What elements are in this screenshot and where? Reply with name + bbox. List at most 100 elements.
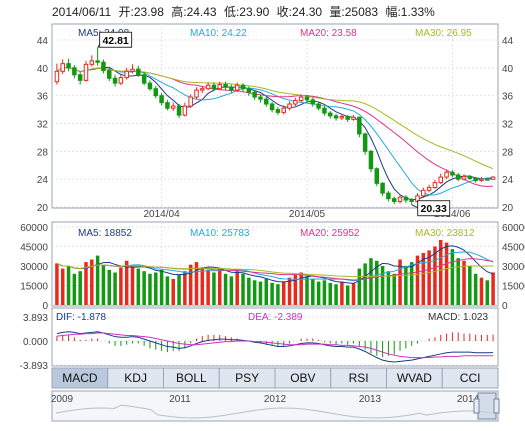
volume-bar: [462, 260, 466, 305]
price-tick-label-right: 20: [502, 203, 514, 214]
volume-bar: [409, 262, 414, 305]
volume-bar: [328, 282, 332, 305]
header-date: 2014/06/11: [52, 5, 111, 19]
volume-bar: [241, 273, 245, 305]
header-change-label: 幅:: [385, 4, 400, 19]
volume-bar: [194, 262, 199, 305]
candle-body: [432, 182, 438, 189]
tab-label: OBV: [290, 371, 315, 385]
annotation-label: 42.81: [102, 35, 128, 47]
volume-bar: [177, 275, 181, 305]
candle-body: [159, 95, 164, 104]
volume-bar: [78, 271, 82, 305]
volume-bar: [305, 276, 309, 305]
candle-body: [328, 112, 333, 117]
volume-bar: [154, 272, 158, 305]
candle-body: [473, 177, 478, 182]
candle-body: [95, 60, 100, 63]
volume-bar: [247, 277, 251, 305]
candle-body: [293, 100, 298, 105]
annotation-label: 20.33: [421, 203, 447, 215]
candle-body: [409, 199, 414, 202]
volume-bar: [136, 268, 141, 305]
macd-tick-label: -3.893: [20, 361, 49, 372]
volume-bar: [398, 259, 402, 305]
volume-bar: [334, 284, 338, 305]
candle-body: [490, 176, 496, 180]
volume-bar: [183, 271, 187, 305]
price-tick-label-right: 44: [502, 36, 514, 47]
navigator-selection[interactable]: [477, 392, 497, 420]
volume-tick-label-right: 60000: [502, 223, 525, 234]
header-close: 24.30: [292, 5, 322, 19]
volume-tick-label-left: 30000: [20, 262, 48, 273]
volume-tick-label-right: 45000: [502, 243, 525, 254]
candle-body: [421, 189, 426, 197]
volume-bar: [72, 273, 77, 305]
time-tick-label: 2014/05: [289, 209, 326, 220]
navigator-handle-left[interactable]: [473, 398, 480, 414]
price-tick-label-left: 44: [37, 36, 49, 47]
volume-bar: [206, 269, 210, 305]
time-tick-label: 2014/06: [434, 209, 471, 220]
volume-bar: [293, 275, 298, 305]
candle-body: [200, 88, 205, 91]
volume-bar: [375, 260, 379, 305]
candle-body: [450, 171, 455, 176]
candle-body: [444, 171, 449, 178]
volume-bar: [340, 281, 344, 305]
candle-body: [455, 174, 461, 180]
macd-tick-label: 3.893: [23, 313, 48, 324]
volume-bar: [235, 271, 239, 305]
volume-tick-label-right: 0: [502, 301, 508, 312]
price-tick-label-left: 40: [37, 64, 49, 75]
tab-label: BOLL: [176, 371, 207, 385]
candle-body: [240, 84, 246, 90]
candle-body: [130, 68, 135, 72]
volume-bar: [485, 280, 490, 305]
candle-body: [252, 91, 257, 98]
volume-bar: [124, 260, 129, 305]
volume-bar: [84, 262, 88, 305]
candle-body: [83, 63, 89, 81]
volume-ma5-line: [56, 245, 494, 284]
price-ma5-line: [56, 66, 494, 201]
price-panel: [51, 23, 499, 209]
tab-cci[interactable]: [441, 367, 499, 389]
candle-body: [403, 196, 409, 201]
volume-bar: [444, 242, 449, 305]
volume-bar: [345, 285, 350, 305]
navigator-year-label: 2013: [359, 394, 382, 405]
candle-body: [485, 178, 490, 181]
volume-legend-ma20: MA20: 25952: [300, 228, 360, 239]
volume-bar: [130, 266, 135, 305]
volume-bar: [66, 266, 71, 305]
candle-body: [304, 96, 310, 101]
tab-label: WVAD: [397, 371, 432, 385]
volume-bar: [95, 255, 100, 305]
volume-bar: [456, 258, 460, 305]
annotation-box: [99, 31, 133, 48]
candle-body: [368, 150, 374, 170]
candle-body: [333, 115, 339, 119]
volume-bar: [101, 264, 106, 305]
candle-body: [362, 133, 368, 152]
candle-body: [467, 175, 473, 179]
volume-ma30-line: [56, 262, 494, 278]
tab-label: RSI: [349, 371, 369, 385]
candle-body: [264, 98, 269, 105]
price-tick-label-right: 32: [502, 120, 514, 131]
candle-body: [229, 86, 234, 91]
header-open-label: 开:: [119, 5, 134, 19]
volume-bar: [287, 277, 292, 305]
price-tick-label-right: 28: [502, 147, 514, 158]
volume-bar: [142, 271, 146, 305]
volume-bar: [468, 266, 472, 305]
tab-label: PSY: [235, 371, 259, 385]
candle-body: [351, 116, 356, 120]
candle-body: [112, 77, 118, 84]
navigator-handle-right[interactable]: [493, 398, 500, 414]
candle-body: [345, 116, 350, 120]
volume-tick-label-left: 60000: [20, 223, 48, 234]
header-low-label: 低:: [224, 5, 239, 19]
